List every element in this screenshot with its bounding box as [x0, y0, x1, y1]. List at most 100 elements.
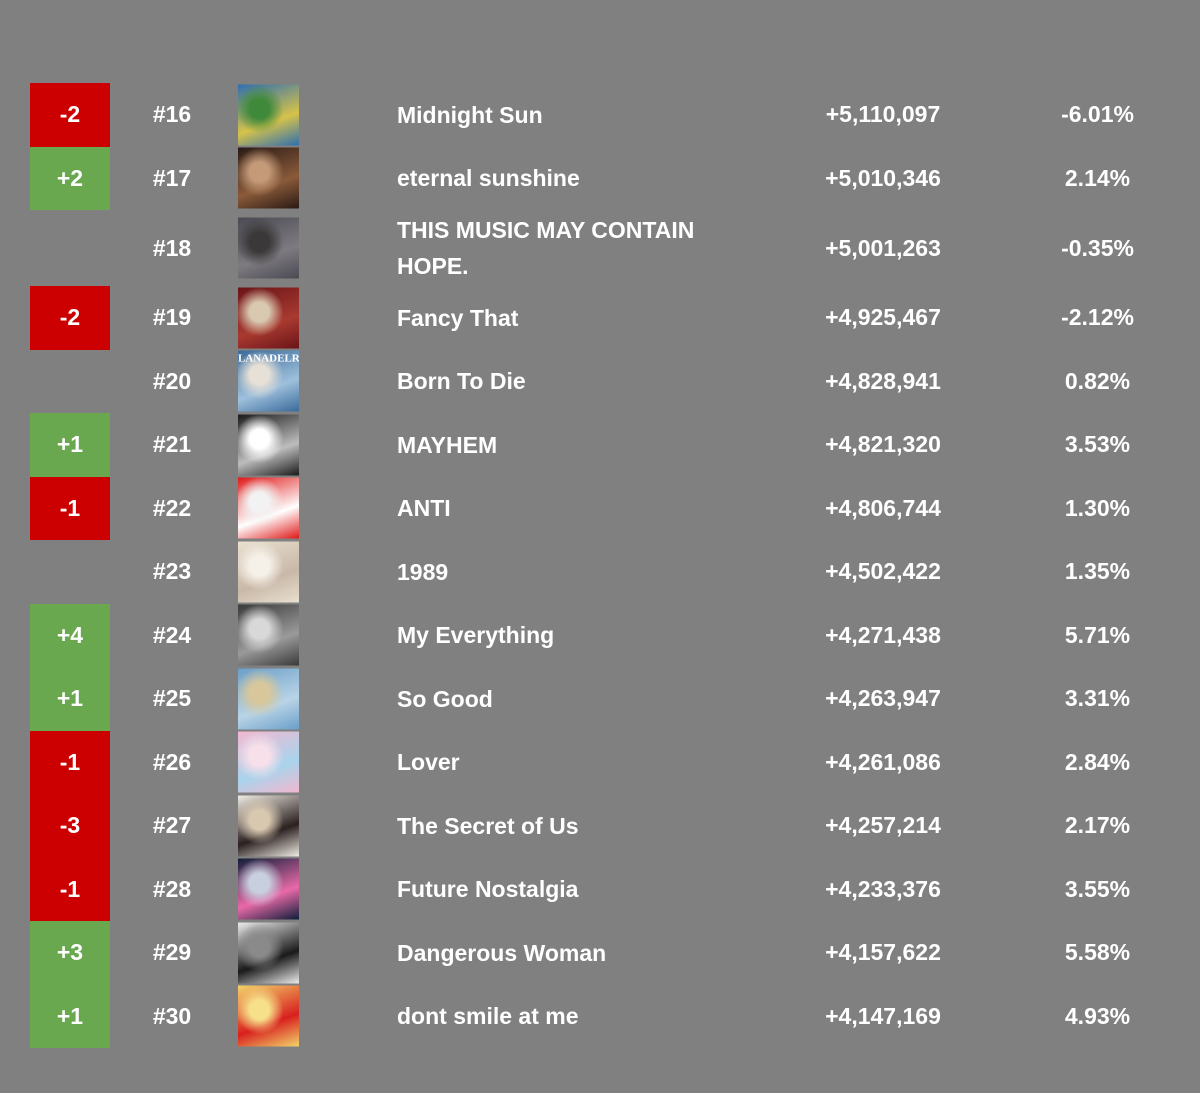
album-title: Midnight Sun [397, 101, 543, 128]
album-cover-anti [238, 477, 299, 539]
rank-number: #20 [152, 367, 192, 394]
rank-number: #17 [152, 164, 192, 191]
album-cover-caption: LANADELREY [238, 352, 299, 365]
album-cover-fancy-that [238, 287, 299, 349]
album-cover-dangerous-woman [238, 922, 299, 984]
rank-change-badge [30, 350, 110, 414]
stream-count: +4,821,320 [825, 431, 941, 458]
rank-number: #30 [152, 1002, 192, 1029]
stream-count: +4,257,214 [825, 812, 941, 839]
rank-number: #18 [152, 234, 192, 261]
percent-change: 2.17% [1064, 812, 1131, 839]
album-title: eternal sunshine [397, 165, 580, 192]
album-cover-midnight-sun [238, 84, 299, 146]
rank-change-badge: +1 [30, 984, 110, 1048]
stream-count: +4,271,438 [825, 621, 941, 648]
rank-change-badge: -1 [30, 730, 110, 794]
percent-change: 3.55% [1064, 875, 1131, 902]
album-cover-my-everything [238, 604, 299, 666]
percent-change: 4.93% [1064, 1002, 1131, 1029]
chart-row: +1 #21 MAYHEM +4,821,320 3.53% [0, 413, 1200, 477]
chart-table: -2 #16 Midnight Sun +5,110,097 -6.01% +2… [0, 83, 1200, 1048]
stream-count: +5,001,263 [825, 234, 941, 261]
percent-change: -0.35% [1061, 234, 1134, 261]
chart-row: #18 THIS MUSIC MAY CONTAIN HOPE. +5,001,… [0, 210, 1200, 286]
rank-change-badge: -2 [30, 83, 110, 147]
percent-change: 3.53% [1064, 431, 1131, 458]
percent-change: 1.30% [1064, 494, 1131, 521]
chart-row: -1 #26 Lover +4,261,086 2.84% [0, 730, 1200, 794]
chart-row: -3 #27 The Secret of Us +4,257,214 2.17% [0, 794, 1200, 858]
rank-number: #28 [152, 875, 192, 902]
percent-change: 1.35% [1064, 558, 1131, 585]
chart-row: #23 1989 +4,502,422 1.35% [0, 540, 1200, 604]
rank-change-badge: +4 [30, 603, 110, 667]
stream-count: +4,261,086 [825, 748, 941, 775]
album-title: Born To Die [397, 368, 526, 395]
rank-change-badge [30, 210, 110, 286]
rank-number: #25 [152, 685, 192, 712]
rank-change-badge: -1 [30, 857, 110, 921]
album-title: Lover [397, 749, 460, 776]
album-title: dont smile at me [397, 1003, 579, 1030]
rank-number: #16 [152, 101, 192, 128]
album-title: The Secret of Us [397, 812, 579, 839]
album-cover-dont-smile-at-me [238, 985, 299, 1047]
album-title: ANTI [397, 495, 451, 522]
percent-change: 5.71% [1064, 621, 1131, 648]
rank-number: #24 [152, 621, 192, 648]
rank-number: #22 [152, 494, 192, 521]
stream-count: +4,233,376 [825, 875, 941, 902]
rank-number: #19 [152, 304, 192, 331]
stream-count: +4,263,947 [825, 685, 941, 712]
album-title: Future Nostalgia [397, 876, 579, 903]
percent-change: 5.58% [1064, 939, 1131, 966]
chart-row: +4 #24 My Everything +4,271,438 5.71% [0, 603, 1200, 667]
rank-change-badge: -3 [30, 794, 110, 858]
rank-change-badge: -2 [30, 286, 110, 350]
album-title: My Everything [397, 622, 555, 649]
percent-change: -6.01% [1061, 101, 1134, 128]
chart-row: -1 #28 Future Nostalgia +4,233,376 3.55% [0, 857, 1200, 921]
stream-count: +4,925,467 [825, 304, 941, 331]
stream-count: +4,828,941 [825, 367, 941, 394]
stream-count: +5,110,097 [825, 101, 941, 128]
rank-change-badge [30, 540, 110, 604]
rank-change-badge: -1 [30, 476, 110, 540]
rank-change-badge: +1 [30, 667, 110, 731]
chart-row: +3 #29 Dangerous Woman +4,157,622 5.58% [0, 921, 1200, 985]
album-title: MAYHEM [397, 431, 498, 458]
rank-number: #21 [152, 431, 192, 458]
rank-change-badge: +1 [30, 413, 110, 477]
rank-number: #26 [152, 748, 192, 775]
chart-row: +1 #25 So Good +4,263,947 3.31% [0, 667, 1200, 731]
album-cover-1989 [238, 541, 299, 603]
album-cover-lover [238, 731, 299, 793]
album-cover-the-secret-of-us [238, 795, 299, 857]
stream-count: +4,502,422 [825, 558, 941, 585]
percent-change: 0.82% [1064, 367, 1131, 394]
album-cover-mayhem [238, 414, 299, 476]
chart-row: -1 #22 ANTI +4,806,744 1.30% [0, 476, 1200, 540]
chart-row: -2 #16 Midnight Sun +5,110,097 -6.01% [0, 83, 1200, 147]
chart-row: +2 #17 eternal sunshine +5,010,346 2.14% [0, 146, 1200, 210]
rank-change-badge: +2 [30, 146, 110, 210]
chart-row: #20 LANADELREY Born To Die +4,828,941 0.… [0, 350, 1200, 414]
stream-count: +4,147,169 [825, 1002, 941, 1029]
rank-number: #27 [152, 812, 192, 839]
album-title: 1989 [397, 558, 449, 585]
chart-row: +1 #30 dont smile at me +4,147,169 4.93% [0, 984, 1200, 1048]
rank-number: #23 [152, 558, 192, 585]
album-cover-future-nostalgia [238, 858, 299, 920]
percent-change: 2.14% [1064, 164, 1131, 191]
percent-change: 2.84% [1064, 748, 1131, 775]
stream-count: +4,806,744 [825, 494, 941, 521]
album-cover-so-good [238, 668, 299, 730]
percent-change: -2.12% [1061, 304, 1134, 331]
stream-count: +5,010,346 [825, 164, 941, 191]
chart-row: -2 #19 Fancy That +4,925,467 -2.12% [0, 286, 1200, 350]
album-title: Dangerous Woman [397, 939, 607, 966]
stream-count: +4,157,622 [825, 939, 941, 966]
album-cover-born-to-die: LANADELREY [238, 350, 299, 412]
percent-change: 3.31% [1064, 685, 1131, 712]
